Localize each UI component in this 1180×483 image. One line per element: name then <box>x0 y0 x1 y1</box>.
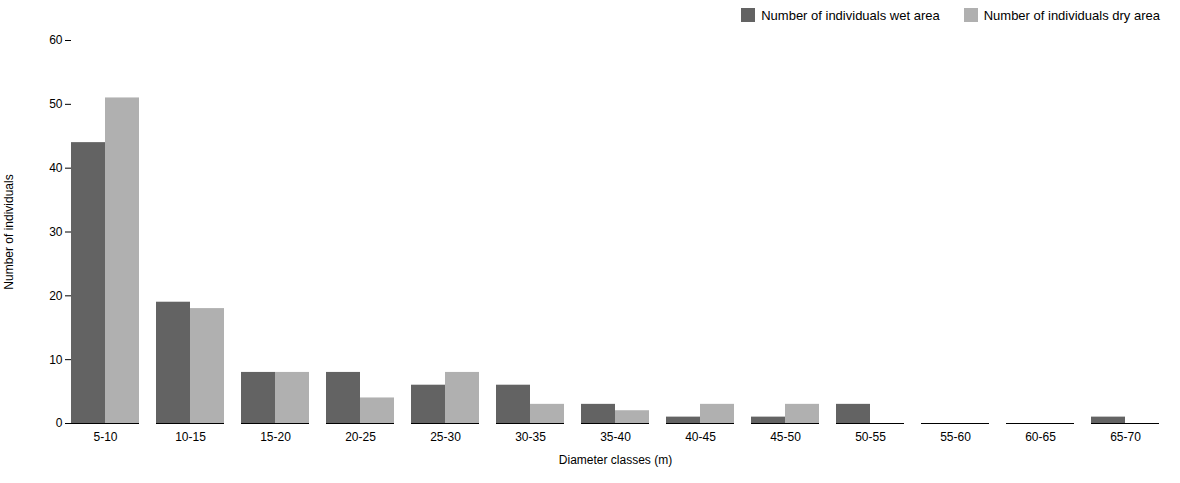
html-text:Number of individuals wet area: Number of individuals wet area <box>761 7 940 23</box>
svg-text:60: 60 <box>49 33 63 47</box>
svg-text:45-50: 45-50 <box>770 430 801 444</box>
svg-text:20: 20 <box>49 289 63 303</box>
svg-text:30: 30 <box>49 225 63 239</box>
svg-text:0: 0 <box>56 416 63 430</box>
svg-text:55-60: 55-60 <box>940 430 971 444</box>
svg-text:25-30: 25-30 <box>430 430 461 444</box>
svg-text:35-40: 35-40 <box>600 430 631 444</box>
svg-text:Number of individuals: Number of individuals <box>2 174 16 289</box>
svg-text:10: 10 <box>49 353 63 367</box>
html-text:Number of individuals dry area: Number of individuals dry area <box>983 7 1160 23</box>
svg-text:60-65: 60-65 <box>1025 430 1056 444</box>
svg-text:10-15: 10-15 <box>175 430 206 444</box>
svg-text:40-45: 40-45 <box>685 430 716 444</box>
svg-text:65-70: 65-70 <box>1110 430 1141 444</box>
svg-text:Diameter classes (m): Diameter classes (m) <box>559 453 672 467</box>
svg-text:5-10: 5-10 <box>93 430 117 444</box>
svg-text:50-55: 50-55 <box>855 430 886 444</box>
svg-text:20-25: 20-25 <box>345 430 376 444</box>
svg-text:30-35: 30-35 <box>515 430 546 444</box>
svg-text:15-20: 15-20 <box>260 430 291 444</box>
svg-text:50: 50 <box>49 97 63 111</box>
svg-text:40: 40 <box>49 161 63 175</box>
